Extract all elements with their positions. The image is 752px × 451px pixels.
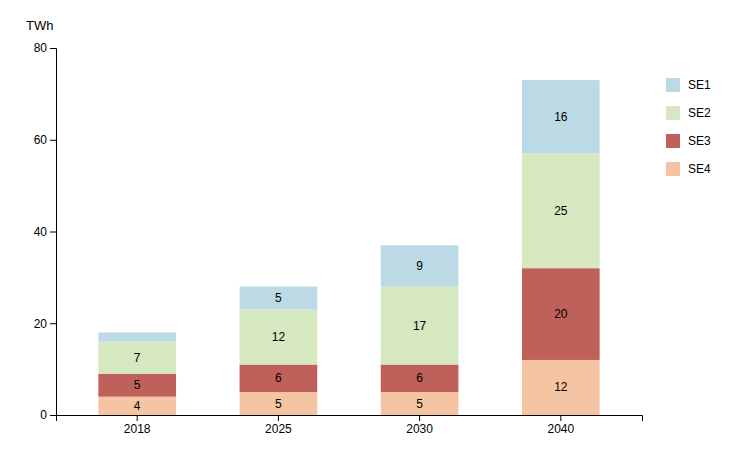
y-tick-mark <box>50 415 56 416</box>
y-tick: 40 <box>34 225 56 239</box>
bars <box>98 80 599 415</box>
data-labels: 4 5 5 12 5 6 6 20 7 12 17 25 5 9 16 <box>134 110 568 413</box>
data-label: 16 <box>554 110 568 124</box>
bar <box>98 374 176 397</box>
legend-item: SE1 <box>666 78 711 92</box>
bar <box>240 309 318 364</box>
legend-label: SE2 <box>688 106 711 120</box>
bar <box>381 365 459 393</box>
x-tick-mark <box>137 415 138 421</box>
y-axis-label: TWh <box>26 18 53 33</box>
y-tick-mark <box>50 140 56 141</box>
data-label: 5 <box>275 397 282 411</box>
x-tick: 2018 <box>124 415 151 436</box>
data-label: 20 <box>554 307 568 321</box>
y-tick: 0 <box>40 408 56 422</box>
bar-series <box>98 80 599 341</box>
x-tick-mark <box>419 415 420 421</box>
x-tick: 2025 <box>265 415 292 436</box>
legend-swatch <box>666 162 680 176</box>
bar-series <box>98 154 599 374</box>
bar <box>381 245 459 286</box>
data-label: 17 <box>413 319 427 333</box>
legend-item: SE4 <box>666 162 711 176</box>
data-label: 6 <box>416 371 423 385</box>
data-label: 25 <box>554 204 568 218</box>
legend-label: SE4 <box>688 162 711 176</box>
axis-line <box>57 416 643 422</box>
y-tick-label: 40 <box>34 225 48 239</box>
y-tick-label: 80 <box>34 41 48 55</box>
bar <box>522 80 600 153</box>
bar <box>522 154 600 269</box>
data-label: 5 <box>134 378 141 392</box>
x-tick-label: 2025 <box>265 422 292 436</box>
y-tick: 60 <box>34 133 56 147</box>
data-label: 4 <box>134 399 141 413</box>
y-axis: 0 20 40 60 80 <box>34 41 57 422</box>
data-label: 12 <box>554 380 568 394</box>
x-tick: 2040 <box>547 415 574 436</box>
bar <box>381 287 459 365</box>
legend: SE1 SE2 SE3 SE4 <box>666 78 711 176</box>
chart: 4551256620712172559162018202520302040020… <box>0 0 752 451</box>
bar <box>98 332 176 341</box>
x-tick-label: 2040 <box>547 422 574 436</box>
bar <box>240 287 318 310</box>
y-tick-label: 0 <box>40 408 47 422</box>
x-tick-mark <box>560 415 561 421</box>
axis-line <box>50 49 57 416</box>
y-tick-label: 60 <box>34 133 48 147</box>
y-tick-mark <box>50 232 56 233</box>
bar <box>240 392 318 415</box>
bar <box>240 365 318 393</box>
y-tick: 20 <box>34 317 56 331</box>
legend-label: SE3 <box>688 134 711 148</box>
legend-swatch <box>666 106 680 120</box>
legend-item: SE2 <box>666 106 711 120</box>
data-label: 12 <box>272 330 286 344</box>
x-tick-label: 2018 <box>124 422 151 436</box>
legend-label: SE1 <box>688 78 711 92</box>
bar <box>522 360 600 415</box>
x-axis: 2018 2025 2030 2040 <box>57 415 643 436</box>
data-label: 9 <box>416 259 423 273</box>
legend-swatch <box>666 78 680 92</box>
y-tick-mark <box>50 48 56 49</box>
bar <box>98 397 176 415</box>
bar-series <box>98 268 599 396</box>
plot-area: 4551256620712172559162018202520302040020… <box>34 41 643 435</box>
bar <box>381 392 459 415</box>
y-tick-mark <box>50 323 56 324</box>
y-tick: 80 <box>34 41 56 55</box>
data-label: 5 <box>275 291 282 305</box>
x-tick-mark <box>278 415 279 421</box>
y-tick-label: 20 <box>34 317 48 331</box>
legend-swatch <box>666 134 680 148</box>
data-label: 5 <box>416 397 423 411</box>
bar <box>522 268 600 360</box>
data-label: 7 <box>134 351 141 365</box>
x-tick: 2030 <box>406 415 433 436</box>
legend-item: SE3 <box>666 134 711 148</box>
data-label: 6 <box>275 371 282 385</box>
bar <box>98 342 176 374</box>
x-tick-label: 2030 <box>406 422 433 436</box>
